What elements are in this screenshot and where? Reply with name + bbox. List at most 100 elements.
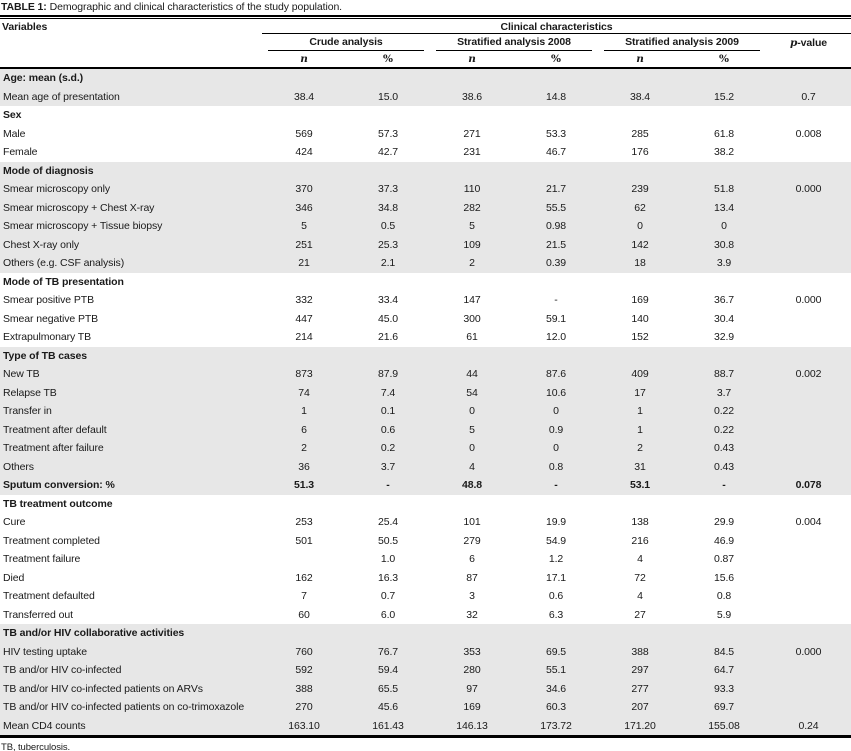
table-row: Treatment after failure 2 0.2 0 0 2 0.43	[0, 439, 851, 458]
table-row: TB and/or HIV co-infected patients on co…	[0, 698, 851, 717]
cell-value: 0.43	[713, 442, 735, 455]
table-row: Transfer in 1 0.1 0 0 1 0.22	[0, 402, 851, 421]
cell-value: 1	[637, 405, 643, 418]
cell-value: 140	[631, 312, 649, 325]
cell-value: 270	[295, 701, 313, 714]
cell-value: 4	[469, 460, 475, 473]
cell-value: 7	[301, 590, 307, 603]
cell-value: 48.8	[461, 479, 483, 492]
cell-value: 60	[298, 608, 310, 621]
cell-value: 27	[634, 608, 646, 621]
row-label: Smear microscopy + Tissue biopsy	[3, 220, 163, 233]
cell-value: -	[554, 294, 558, 307]
cell-value: 0	[721, 220, 727, 233]
cell-value: 6	[469, 553, 475, 566]
cell-value: 207	[631, 701, 649, 714]
row-label: Cure	[3, 516, 26, 529]
cell-value: 3.7	[380, 460, 396, 473]
cell-value: 45.0	[377, 312, 399, 325]
cell-value: 57.3	[377, 127, 399, 140]
cell-value: 409	[631, 368, 649, 381]
row-label: Treatment defaulted	[3, 590, 95, 603]
cell-value: 17	[634, 386, 646, 399]
table-row: Died 162 16.3 87 17.1 72 15.6	[0, 569, 851, 588]
row-label: HIV testing uptake	[3, 645, 87, 658]
cell-value: 76.7	[377, 645, 399, 658]
cell-value: 0.6	[548, 590, 564, 603]
bottom-rule	[0, 735, 851, 738]
row-label: Age: mean (s.d.)	[3, 72, 84, 85]
cell-value: 0.98	[545, 220, 567, 233]
row-label: Sputum conversion: %	[3, 479, 115, 492]
cell-pvalue: 0.002	[795, 368, 822, 381]
cell-value: 0.9	[548, 423, 564, 436]
section-header-row: Type of TB cases	[0, 346, 851, 365]
cell-value: 424	[295, 146, 313, 159]
cell-value: 214	[295, 331, 313, 344]
cell-value: 64.7	[713, 664, 735, 677]
row-label: Treatment completed	[3, 534, 100, 547]
cell-value: 60.3	[545, 701, 567, 714]
cell-value: 5	[469, 220, 475, 233]
cell-value: 138	[631, 516, 649, 529]
header-bottom-rule	[0, 67, 851, 69]
cell-value: 282	[463, 201, 481, 214]
section-header-row: TB and/or HIV collaborative activities	[0, 624, 851, 643]
row-label: New TB	[3, 368, 40, 381]
cell-value: 46.9	[713, 534, 735, 547]
table-body: Age: mean (s.d.) Mean age of presentation…	[0, 69, 851, 735]
cell-value: 31	[634, 460, 646, 473]
cell-pvalue: 0.000	[795, 183, 822, 196]
row-label: Others	[3, 460, 34, 473]
table-row: Extrapulmonary TB 214 21.6 61 12.0 152 32.9	[0, 328, 851, 347]
cell-value: 0.22	[713, 405, 735, 418]
cell-value: 0.8	[548, 460, 564, 473]
table-row: Mean age of presentation 38.4 15.0 38.6 14.8…	[0, 87, 851, 106]
table-row: Female 424 42.7 231 46.7 176 38.2	[0, 143, 851, 162]
row-label: Chest X-ray only	[3, 238, 80, 251]
cell-value: 55.1	[545, 664, 567, 677]
cell-value: 253	[295, 516, 313, 529]
cell-value: 169	[631, 294, 649, 307]
cell-value: 53.3	[545, 127, 567, 140]
cell-value: 279	[463, 534, 481, 547]
table-row: HIV testing uptake 760 76.7 353 69.5 388 84.5 0…	[0, 642, 851, 661]
cell-value: 38.2	[713, 146, 735, 159]
cell-value: 0.6	[380, 423, 396, 436]
cell-value: 760	[295, 645, 313, 658]
cell-value: 0	[469, 442, 475, 455]
row-label: Mean age of presentation	[3, 90, 120, 103]
cell-value: 25.3	[377, 238, 399, 251]
header-row-1: Variables Clinical characteristics	[0, 19, 851, 34]
cell-value: 0.1	[380, 405, 396, 418]
cell-value: 155.08	[708, 719, 740, 732]
cell-value: 501	[295, 534, 313, 547]
group-header-crude-analysis: Crude analysis	[268, 34, 424, 51]
cell-value: 7.4	[380, 386, 396, 399]
cell-value: 388	[295, 682, 313, 695]
cell-value: 62	[634, 201, 646, 214]
cell-value: 277	[631, 682, 649, 695]
row-label: Treatment failure	[3, 553, 81, 566]
cell-value: 34.8	[377, 201, 399, 214]
cell-value: 34.6	[545, 682, 567, 695]
cell-value: 84.5	[713, 645, 735, 658]
cell-value: 33.4	[377, 294, 399, 307]
cell-value: 74	[298, 386, 310, 399]
cell-value: 21.6	[377, 331, 399, 344]
cell-value: 61.8	[713, 127, 735, 140]
row-label: TB treatment outcome	[3, 497, 113, 510]
cell-value: 54.9	[545, 534, 567, 547]
table-row: Others 36 3.7 4 0.8 31 0.43	[0, 457, 851, 476]
row-label: Female	[3, 146, 38, 159]
cell-value: 59.4	[377, 664, 399, 677]
table-row: TB and/or HIV co-infected 592 59.4 280 55.1 2…	[0, 661, 851, 680]
cell-value: 93.3	[713, 682, 735, 695]
cell-value: 21	[298, 257, 310, 270]
cell-value: 0.8	[716, 590, 732, 603]
cell-value: 15.6	[713, 571, 735, 584]
pvalue-suffix: -value	[797, 36, 827, 49]
col-header-n-2009: n	[636, 53, 644, 65]
cell-value: 146.13	[456, 719, 488, 732]
row-label: Relapse TB	[3, 386, 57, 399]
